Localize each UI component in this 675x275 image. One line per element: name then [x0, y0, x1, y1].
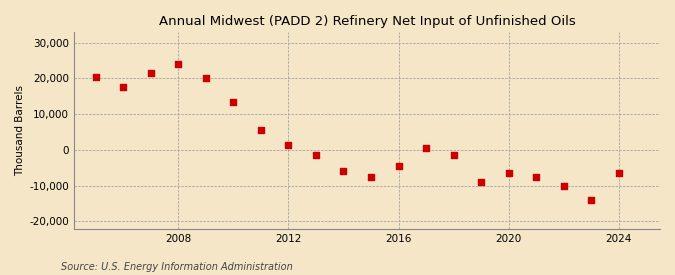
Point — [504, 171, 514, 175]
Point — [118, 85, 129, 90]
Point — [310, 153, 321, 158]
Title: Annual Midwest (PADD 2) Refinery Net Input of Unfinished Oils: Annual Midwest (PADD 2) Refinery Net Inp… — [159, 15, 575, 28]
Point — [228, 100, 239, 104]
Point — [614, 171, 624, 175]
Point — [448, 153, 459, 158]
Text: Source: U.S. Energy Information Administration: Source: U.S. Energy Information Administ… — [61, 262, 292, 272]
Point — [145, 71, 156, 75]
Point — [476, 180, 487, 184]
Point — [558, 183, 569, 188]
Y-axis label: Thousand Barrels: Thousand Barrels — [15, 85, 25, 176]
Point — [586, 198, 597, 202]
Point — [366, 175, 377, 179]
Point — [421, 146, 431, 150]
Point — [338, 169, 349, 174]
Point — [90, 75, 101, 79]
Point — [393, 164, 404, 168]
Point — [531, 175, 541, 179]
Point — [200, 76, 211, 81]
Point — [256, 128, 267, 133]
Point — [173, 62, 184, 66]
Point — [283, 142, 294, 147]
